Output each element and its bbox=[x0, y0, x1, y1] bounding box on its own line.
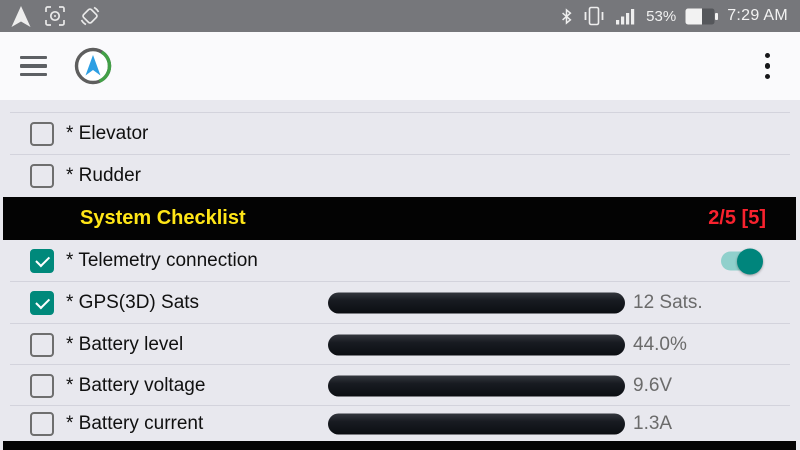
row-label: * Battery voltage bbox=[66, 374, 206, 396]
screenshot-icon bbox=[43, 4, 67, 28]
list-top-divider bbox=[0, 100, 800, 113]
checkbox[interactable] bbox=[30, 164, 54, 188]
battery-icon bbox=[685, 8, 719, 25]
row-label: * Rudder bbox=[66, 165, 141, 186]
section-header: System Checklist 2/5 [5] bbox=[3, 197, 796, 240]
auto-rotate-icon bbox=[78, 4, 102, 28]
bluetooth-icon bbox=[560, 7, 573, 26]
checklist-row-battery-level[interactable]: * Battery level 44.0% bbox=[0, 324, 800, 365]
telemetry-toggle-switch[interactable] bbox=[721, 248, 763, 274]
battery-voltage-bar bbox=[328, 375, 625, 396]
section-progress-count: 2/5 [5] bbox=[708, 207, 766, 229]
status-bar-clock: 7:29 AM bbox=[727, 7, 788, 24]
toggle-thumb bbox=[737, 248, 763, 274]
row-label: * Battery current bbox=[66, 412, 204, 434]
checklist-row-battery-current[interactable]: * Battery current 1.3A bbox=[0, 406, 800, 441]
checklist-row-elevator[interactable]: * Elevator bbox=[0, 113, 800, 155]
row-label: * Telemetry connection bbox=[66, 250, 258, 271]
row-label: * Battery level bbox=[66, 333, 184, 355]
gps-sats-value: 12 Sats. bbox=[633, 292, 703, 313]
battery-current-value: 1.3A bbox=[633, 412, 673, 434]
checkbox[interactable] bbox=[30, 411, 54, 436]
checkbox[interactable] bbox=[30, 291, 54, 315]
checklist-row-gps[interactable]: * GPS(3D) Sats 12 Sats. bbox=[0, 282, 800, 324]
battery-level-bar bbox=[328, 334, 625, 355]
overflow-menu-icon[interactable] bbox=[761, 43, 774, 88]
signal-icon bbox=[615, 8, 637, 25]
battery-percent: 53% bbox=[646, 7, 677, 25]
checklist-row-rudder[interactable]: * Rudder bbox=[0, 155, 800, 197]
checklist-row-telemetry[interactable]: * Telemetry connection bbox=[0, 240, 800, 282]
battery-current-bar bbox=[328, 413, 625, 434]
checklist-content: * Elevator * Rudder System Checklist 2/5… bbox=[0, 100, 800, 450]
hamburger-menu-icon[interactable] bbox=[20, 50, 47, 82]
row-label: * GPS(3D) Sats bbox=[66, 292, 200, 313]
section-title: System Checklist bbox=[80, 207, 246, 229]
row-label: * Elevator bbox=[66, 123, 149, 144]
app-toolbar bbox=[0, 32, 800, 100]
gps-sats-bar bbox=[328, 292, 625, 314]
checkbox[interactable] bbox=[30, 249, 54, 273]
nav-triangle-icon bbox=[10, 4, 32, 28]
vibrate-icon bbox=[582, 6, 606, 26]
qgroundcontrol-logo[interactable] bbox=[73, 46, 113, 86]
battery-level-value: 44.0% bbox=[633, 333, 687, 355]
next-section-header-partial bbox=[3, 441, 796, 450]
checkbox[interactable] bbox=[30, 332, 54, 357]
checklist-row-battery-voltage[interactable]: * Battery voltage 9.6V bbox=[0, 365, 800, 406]
checkbox[interactable] bbox=[30, 122, 54, 146]
battery-voltage-value: 9.6V bbox=[633, 374, 673, 396]
checkbox[interactable] bbox=[30, 373, 54, 398]
android-status-bar: 53% 7:29 AM bbox=[0, 0, 800, 32]
